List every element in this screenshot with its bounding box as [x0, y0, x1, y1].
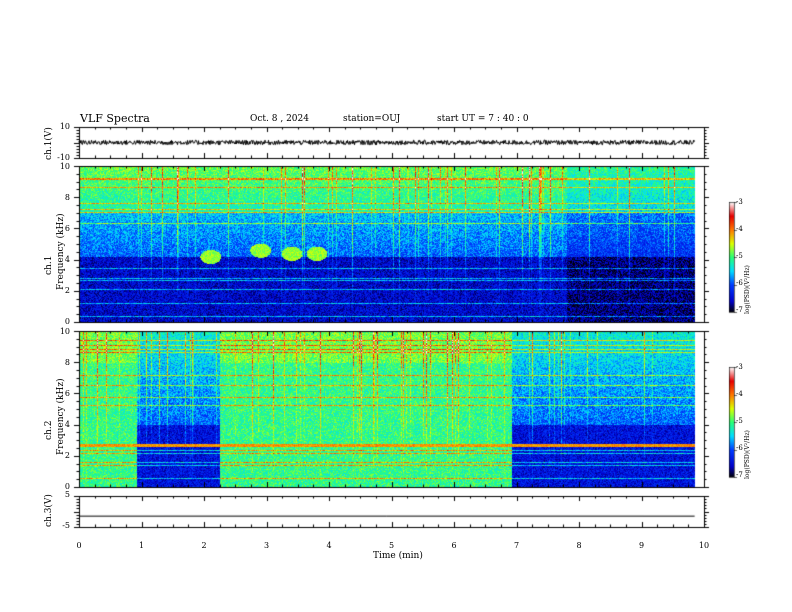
ch1-spec-ylabel: ch.1 [44, 255, 54, 275]
x-tick: 8 [576, 541, 582, 550]
ch1-freq-tick: 8 [64, 193, 70, 202]
x-tick: 9 [638, 541, 645, 550]
colorbar1-tick: -4 [736, 225, 743, 233]
x-tick: 2 [201, 541, 207, 550]
ch2-freq-tick: 4 [64, 420, 70, 429]
ch1-freq-ylabel: Frequency (kHz) [56, 213, 66, 290]
ch1-wave-tick-top: 10 [59, 122, 70, 131]
colorbar2-label: log(PSD)(V²/Hz) [744, 430, 751, 479]
ch2-spec-ylabel: ch.2 [44, 420, 54, 440]
ch1-wave-ylabel: ch.1(V) [44, 127, 54, 160]
x-tick: 3 [263, 541, 270, 550]
station-label: station=OUJ [343, 114, 401, 124]
ch2-freq-tick: 10 [59, 327, 70, 336]
colorbar1-tick: -7 [736, 306, 743, 314]
ch1-freq-tick: 2 [64, 286, 70, 295]
ch1-freq-tick: 4 [64, 255, 70, 264]
colorbar1-label: log(PSD)(V²/Hz) [744, 265, 751, 314]
x-tick: 10 [698, 541, 710, 550]
start-time-label: start UT = 7 : 40 : 0 [437, 114, 529, 124]
ch3-wave-tick-bottom: -5 [62, 521, 70, 530]
x-tick: 6 [451, 541, 457, 550]
ch1-freq-tick: 10 [59, 162, 70, 171]
ch1-wave-tick-bottom: -10 [57, 153, 70, 162]
colorbar2-tick: -7 [736, 471, 743, 479]
colorbar1-tick: -5 [736, 252, 743, 260]
x-tick: 5 [388, 541, 395, 550]
ch2-freq-tick: 8 [64, 358, 70, 367]
colorbar2-tick: -5 [736, 417, 743, 425]
date-label: Oct. 8 , 2024 [250, 114, 309, 124]
x-tick: 7 [513, 541, 520, 550]
colorbar2-tick: -3 [736, 363, 743, 371]
colorbar2-tick: -6 [736, 444, 743, 452]
colorbar2-tick: -4 [736, 390, 743, 398]
x-tick: 4 [326, 541, 332, 550]
chart-title: VLF Spectra [80, 112, 150, 125]
x-tick: 0 [76, 541, 82, 550]
colorbar1-tick: -6 [736, 279, 743, 287]
x-axis-label: Time (min) [373, 551, 423, 561]
ch2-freq-tick: 2 [64, 451, 70, 460]
colorbar1-tick: -3 [736, 198, 743, 206]
ch1-freq-tick: 6 [64, 224, 70, 233]
ch2-freq-tick: 6 [64, 389, 70, 398]
ch3-wave-ylabel: ch.3(V) [44, 494, 54, 527]
ch2-freq-ylabel: Frequency (kHz) [56, 378, 66, 455]
ch2-freq-tick: 0 [64, 482, 70, 491]
ch1-freq-tick: 0 [64, 317, 70, 326]
x-tick: 1 [138, 541, 145, 550]
ch3-wave-tick-top: 5 [64, 490, 70, 499]
